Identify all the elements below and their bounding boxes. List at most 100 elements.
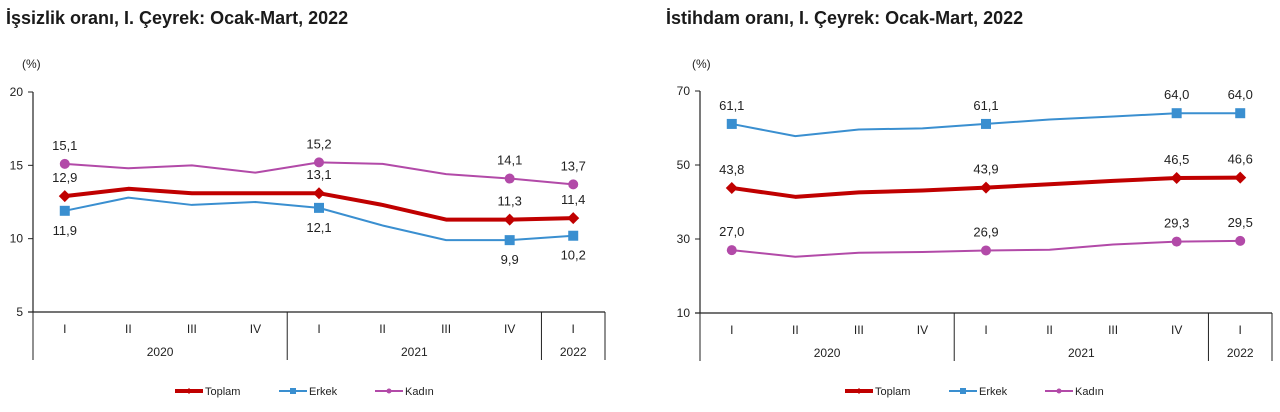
x-tick-label: IV: [1171, 323, 1182, 337]
legend-marker: [386, 388, 392, 394]
year-group-label: 2022: [560, 345, 587, 359]
data-label-kadin: 27,0: [719, 224, 744, 239]
data-point-toplam: [980, 181, 992, 194]
data-point-kadin: [568, 179, 579, 190]
series-kadin: 15,1 15,2 14,1 13,7: [52, 136, 586, 190]
x-tick-label: I: [317, 322, 320, 336]
data-point-toplam: [503, 213, 516, 226]
year-group-label: 2020: [814, 346, 841, 360]
data-label-toplam: 13,1: [306, 167, 331, 182]
legend-marker: [1056, 388, 1062, 394]
data-label-erkek: 11,9: [53, 223, 77, 238]
data-point-erkek: [59, 205, 70, 216]
series-erkek: 61,1 61,1 64,0 64,0: [719, 87, 1253, 138]
chart-title: İşsizlik oranı, I. Çeyrek: Ocak-Mart, 20…: [6, 8, 349, 28]
data-label-erkek: 12,1: [306, 220, 331, 235]
x-tick-label: I: [730, 323, 733, 337]
series-kadin: 27,0 26,9 29,3 29,5: [719, 215, 1253, 258]
data-point-erkek: [568, 230, 579, 241]
data-label-erkek: 10,2: [561, 248, 586, 263]
y-tick-label: 10: [677, 306, 691, 320]
data-point-kadin: [726, 245, 737, 256]
data-label-toplam: 46,6: [1228, 152, 1253, 167]
data-label-kadin: 26,9: [973, 224, 998, 239]
data-point-toplam: [567, 212, 580, 225]
data-label-toplam: 11,3: [497, 194, 521, 209]
legend-item-erkek: Erkek: [949, 386, 1008, 398]
data-label-toplam: 43,9: [973, 162, 998, 177]
legend-item-erkek: Erkek: [279, 386, 338, 398]
data-point-erkek: [981, 118, 991, 129]
data-point-erkek: [1235, 108, 1246, 119]
legend-item-toplam: Toplam: [175, 386, 240, 398]
data-point-erkek: [314, 202, 324, 213]
data-point-erkek: [1171, 108, 1182, 119]
legend-label: Erkek: [979, 386, 1008, 398]
data-point-toplam: [725, 181, 738, 194]
data-label-toplam: 12,9: [52, 170, 77, 185]
year-group-label: 2021: [1068, 346, 1095, 360]
x-tick-label: IV: [250, 322, 261, 336]
data-point-toplam: [58, 190, 71, 203]
x-tick-label: III: [1108, 323, 1118, 337]
y-tick-label: 10: [10, 232, 24, 246]
x-tick-label: IV: [917, 323, 928, 337]
data-label-kadin: 29,5: [1228, 215, 1253, 230]
unemployment-chart-panel: İşsizlik oranı, I. Çeyrek: Ocak-Mart, 20…: [6, 8, 606, 398]
data-label-toplam: 46,5: [1164, 152, 1189, 167]
data-label-kadin: 15,1: [52, 138, 77, 153]
legend-marker: [186, 388, 192, 394]
data-label-erkek: 64,0: [1228, 87, 1253, 102]
legend-label: Toplam: [875, 386, 910, 398]
x-tick-label: II: [792, 323, 799, 337]
y-tick-label: 15: [10, 158, 24, 172]
legend-label: Kadın: [405, 386, 434, 398]
data-point-erkek: [726, 118, 737, 129]
data-point-kadin: [1171, 236, 1182, 247]
year-group-label: 2021: [401, 345, 428, 359]
chart-title: İstihdam oranı, I. Çeyrek: Ocak-Mart, 20…: [666, 8, 1024, 28]
data-label-erkek: 64,0: [1164, 87, 1189, 102]
data-point-kadin: [981, 245, 991, 256]
data-point-kadin: [59, 158, 70, 169]
legend-label: Erkek: [309, 386, 338, 398]
data-label-kadin: 15,2: [306, 136, 331, 151]
y-tick-label: 50: [677, 158, 691, 172]
y-tick-label: 30: [677, 232, 691, 246]
y-axis-unit-label: (%): [22, 57, 41, 71]
series-toplam: 12,9 13,1 11,3 11,4: [52, 167, 585, 226]
data-point-kadin: [1235, 235, 1246, 246]
data-label-toplam: 43,8: [719, 162, 744, 177]
y-tick-label: 70: [677, 84, 691, 98]
legend-item-kadin: Kadın: [1045, 386, 1104, 398]
series-toplam: 43,8 43,9 46,5 46,6: [719, 152, 1253, 199]
year-group-label: 2022: [1227, 346, 1254, 360]
data-point-toplam: [313, 187, 325, 200]
data-label-toplam: 11,4: [561, 192, 585, 207]
x-tick-label: III: [441, 322, 451, 336]
x-tick-label: I: [572, 322, 575, 336]
legend-item-toplam: Toplam: [845, 386, 910, 398]
x-tick-label: III: [187, 322, 197, 336]
data-label-kadin: 14,1: [497, 153, 522, 168]
data-point-toplam: [1234, 171, 1247, 184]
x-tick-label: I: [984, 323, 987, 337]
x-tick-label: I: [1239, 323, 1242, 337]
x-tick-label: II: [125, 322, 132, 336]
x-tick-label: II: [379, 322, 386, 336]
series-erkek: 11,9 12,1 9,9 10,2: [53, 196, 586, 267]
data-label-kadin: 13,7: [561, 158, 586, 173]
year-group-label: 2020: [147, 345, 174, 359]
data-point-kadin: [504, 173, 515, 184]
data-point-kadin: [314, 157, 324, 168]
x-tick-label: III: [854, 323, 864, 337]
x-tick-label: IV: [504, 322, 515, 336]
y-tick-label: 20: [10, 85, 24, 99]
legend-label: Kadın: [1075, 386, 1104, 398]
legend-marker: [960, 388, 966, 394]
data-label-erkek: 61,1: [973, 98, 998, 113]
employment-chart-panel: İstihdam oranı, I. Çeyrek: Ocak-Mart, 20…: [660, 0, 1280, 412]
y-tick-label: 5: [16, 305, 23, 319]
